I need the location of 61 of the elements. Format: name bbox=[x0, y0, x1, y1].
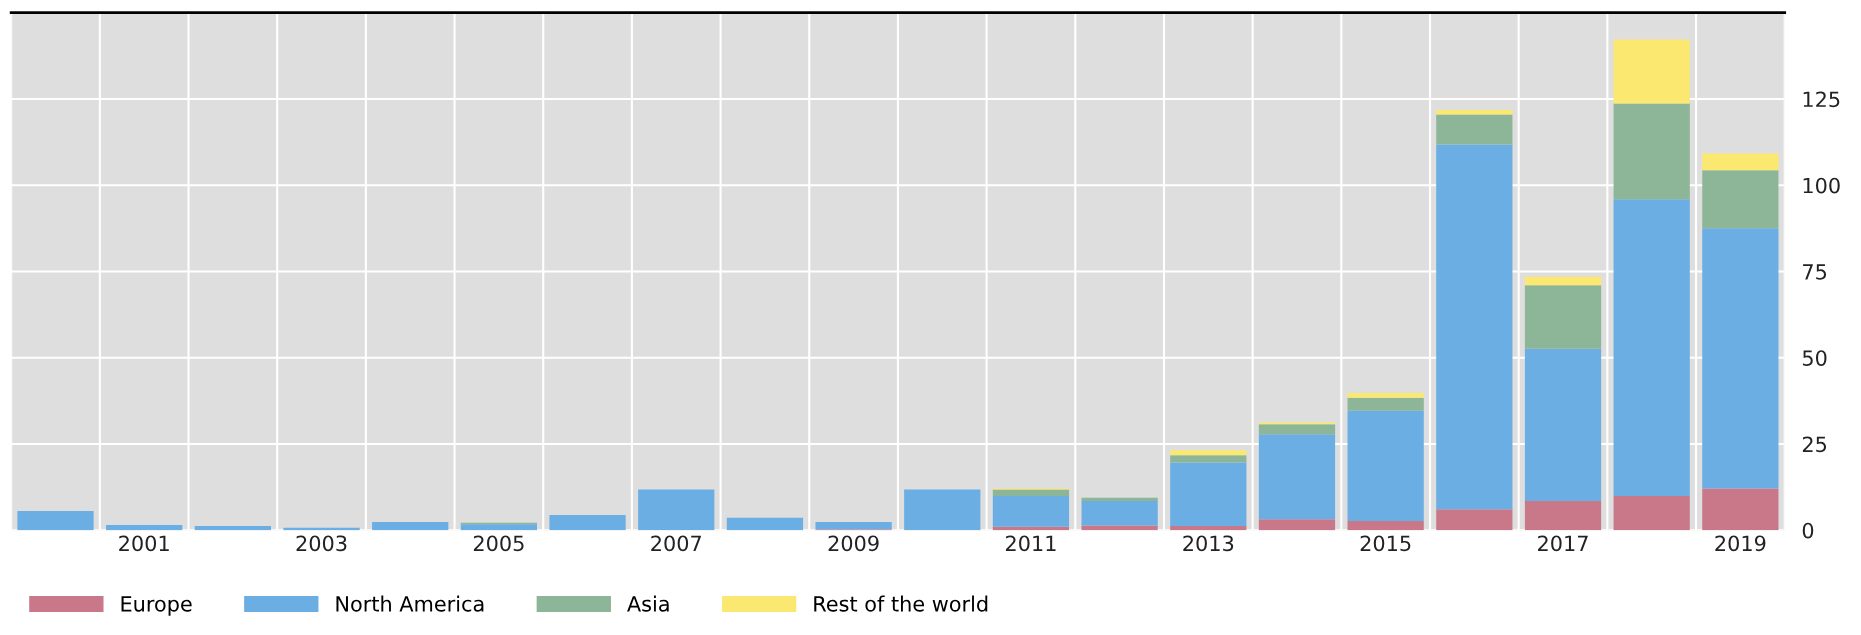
y-tick-label: 125 bbox=[1803, 91, 1840, 108]
bar bbox=[815, 521, 892, 530]
bar bbox=[1081, 497, 1158, 501]
bar bbox=[904, 489, 981, 531]
bar bbox=[726, 517, 804, 531]
x-tick-label: 2001 bbox=[119, 535, 169, 552]
bar bbox=[1347, 520, 1424, 531]
legend-label: Rest of the world bbox=[814, 595, 988, 612]
bar bbox=[1347, 397, 1424, 411]
bar bbox=[1347, 392, 1424, 398]
legend-label: Asia bbox=[627, 595, 669, 612]
bar bbox=[1258, 424, 1336, 435]
bar bbox=[1613, 103, 1690, 200]
bar bbox=[1436, 144, 1513, 510]
x-tick-label: 2015 bbox=[1360, 535, 1411, 552]
bar bbox=[1436, 114, 1513, 145]
bar bbox=[1702, 153, 1779, 171]
y-tick-label: 100 bbox=[1803, 177, 1840, 194]
bar bbox=[1702, 170, 1779, 229]
bar bbox=[1613, 199, 1690, 497]
x-tick-label: 2005 bbox=[473, 535, 524, 552]
bar bbox=[549, 515, 626, 531]
bar bbox=[992, 489, 1070, 497]
x-tick-label: 2011 bbox=[1005, 535, 1056, 552]
bar bbox=[1081, 500, 1158, 526]
y-tick-label: 50 bbox=[1802, 350, 1827, 366]
y-tick-label: 25 bbox=[1802, 436, 1827, 453]
x-tick-label: 2017 bbox=[1538, 535, 1588, 552]
bar bbox=[460, 524, 538, 531]
y-tick-label: 0 bbox=[1802, 522, 1814, 539]
bar bbox=[1170, 462, 1247, 527]
bar bbox=[1170, 455, 1247, 463]
bar bbox=[1524, 348, 1602, 501]
x-tick-label: 2003 bbox=[296, 535, 347, 552]
x-tick-label: 2009 bbox=[828, 535, 879, 552]
bar bbox=[1524, 285, 1602, 349]
x-tick-label: 2013 bbox=[1183, 535, 1234, 552]
bar bbox=[1702, 228, 1779, 489]
bar bbox=[1258, 434, 1336, 520]
bar bbox=[1081, 525, 1158, 531]
bar bbox=[17, 510, 94, 531]
y-tick-label: 75 bbox=[1803, 264, 1827, 280]
legend-label: Europe bbox=[121, 596, 192, 616]
bar bbox=[372, 521, 449, 531]
bar bbox=[1613, 39, 1690, 104]
bar bbox=[1613, 496, 1690, 531]
bar bbox=[1524, 276, 1602, 286]
bar bbox=[1702, 488, 1779, 531]
bar bbox=[1170, 450, 1247, 456]
bar bbox=[1524, 500, 1602, 531]
legend-label: North America bbox=[336, 595, 484, 612]
x-tick-label: 2019 bbox=[1715, 535, 1766, 552]
x-tick-label: 2007 bbox=[651, 535, 701, 552]
bar bbox=[992, 496, 1070, 527]
bar bbox=[1347, 410, 1424, 521]
bar bbox=[1258, 519, 1336, 531]
bar bbox=[638, 489, 715, 531]
bar bbox=[106, 525, 183, 531]
bar bbox=[194, 526, 271, 531]
bar bbox=[1436, 509, 1513, 531]
bar bbox=[1170, 526, 1247, 531]
